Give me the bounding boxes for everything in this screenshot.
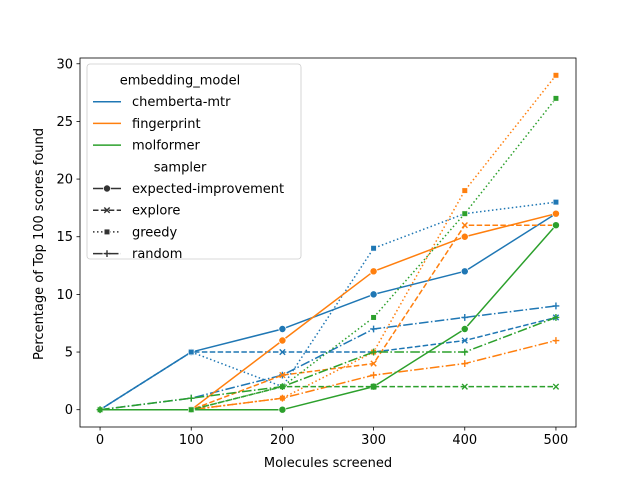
y-tick-label: 10	[56, 288, 73, 303]
legend-label-random: random	[132, 247, 182, 262]
series-molformer-expected-improvement-point	[460, 325, 469, 333]
series-chemberta-mtr-explore-point	[461, 337, 468, 344]
legend-label-explore: explore	[132, 204, 180, 219]
series-chemberta-mtr-explore-point	[279, 348, 286, 356]
x-tick-label: 500	[544, 433, 569, 448]
series-molformer-random-point	[96, 406, 104, 414]
series-fingerprint-explore-point	[370, 360, 377, 367]
y-tick-label: 20	[56, 173, 73, 188]
series-fingerprint-greedy-point	[461, 187, 468, 194]
series-molformer-greedy-point	[188, 406, 195, 413]
axes-layer: 0 100 200 300 400 500 0 5 10 15 20 25 30	[56, 57, 577, 448]
legend-label-molformer: molformer	[132, 139, 201, 154]
series-chemberta-mtr-random-point	[552, 302, 560, 310]
series-fingerprint-explore-point	[279, 371, 286, 379]
series-chemberta-mtr-greedy-point	[370, 245, 377, 252]
legend-label-greedy: greedy	[132, 225, 178, 240]
series-chemberta-mtr-random-point	[370, 325, 377, 333]
y-tick-label: 30	[56, 57, 73, 72]
series-fingerprint-expected-improvement-point	[551, 209, 560, 218]
series-chemberta-mtr-expected-improvement-point	[278, 325, 287, 333]
plot-frame	[79, 57, 577, 428]
series-chemberta-mtr-expected-improvement-point	[460, 267, 469, 276]
legend-marker-random	[103, 250, 111, 257]
legend-label-chemberta-mtr: chemberta-mtr	[132, 95, 231, 110]
series-molformer-random-point	[370, 348, 377, 356]
x-tick-label: 400	[452, 433, 477, 448]
series-molformer-greedy-point	[461, 210, 468, 217]
series-fingerprint-explore-point	[461, 222, 468, 229]
y-tick-label: 0	[65, 403, 73, 418]
series-molformer-random-point	[187, 394, 195, 402]
series-fingerprint-random-point	[552, 337, 560, 344]
legend-label-fingerprint: fingerprint	[132, 117, 201, 132]
legend-box	[86, 63, 302, 260]
series-fingerprint-expected-improvement-point	[369, 267, 378, 276]
series-molformer-greedy-point	[552, 95, 560, 102]
series-molformer-random	[96, 314, 560, 414]
series-molformer-random-line	[99, 316, 557, 411]
series-fingerprint-random-point	[279, 394, 286, 402]
series-chemberta-mtr-expected-improvement-point	[369, 290, 378, 299]
series-molformer-expected-improvement-point	[278, 405, 287, 414]
x-axis-label: Molecules screened	[264, 456, 392, 471]
series-fingerprint-greedy-point	[552, 72, 560, 79]
x-tick-label: 0	[96, 433, 104, 448]
series-molformer-expected-improvement-point	[551, 221, 560, 230]
series-molformer-explore-point	[552, 383, 560, 390]
y-tick-label: 5	[65, 346, 73, 361]
series-molformer-random-point	[552, 314, 560, 321]
series-chemberta-mtr-greedy-point	[188, 348, 195, 356]
legend-hue-title: embedding_model	[120, 74, 241, 89]
series-molformer-explore-point	[461, 383, 468, 390]
legend-label-expected-improvement: expected-improvement	[132, 182, 284, 197]
y-axis-label: Percentage of Top 100 scores found	[32, 128, 47, 360]
legend-style-title: sampler	[154, 160, 207, 175]
series-chemberta-mtr-explore-line	[99, 316, 557, 411]
x-tick-label: 300	[361, 433, 386, 448]
series-molformer-explore-line	[100, 385, 556, 411]
x-tick-label: 100	[179, 433, 204, 448]
series-molformer-random-point	[279, 383, 286, 391]
y-tick-label: 15	[56, 230, 73, 245]
series-chemberta-mtr-random-line	[99, 305, 557, 411]
series-molformer-explore-point	[370, 383, 377, 390]
series-layer	[96, 72, 560, 414]
series-molformer-random-point	[461, 348, 469, 356]
series-chemberta-mtr-greedy-point	[552, 199, 560, 206]
y-tick-label: 25	[56, 115, 73, 130]
series-chemberta-mtr-greedy-line	[99, 201, 557, 411]
series-fingerprint-random-point	[370, 371, 377, 379]
x-tick-label: 200	[270, 433, 295, 448]
legend-marker-explore	[103, 207, 111, 214]
series-chemberta-mtr-random-point	[461, 314, 469, 321]
legend: embedding_model chemberta-mtr fingerprint m…	[86, 63, 302, 262]
legend-marker-expected-improvement	[103, 184, 111, 193]
series-fingerprint-random-line	[100, 339, 557, 411]
series-fingerprint-random-point	[461, 360, 469, 367]
legend-marker-greedy	[103, 228, 111, 236]
series-fingerprint-expected-improvement-point	[460, 232, 469, 241]
series-fingerprint-expected-improvement-point	[278, 336, 287, 345]
series-molformer-greedy-point	[370, 314, 377, 321]
